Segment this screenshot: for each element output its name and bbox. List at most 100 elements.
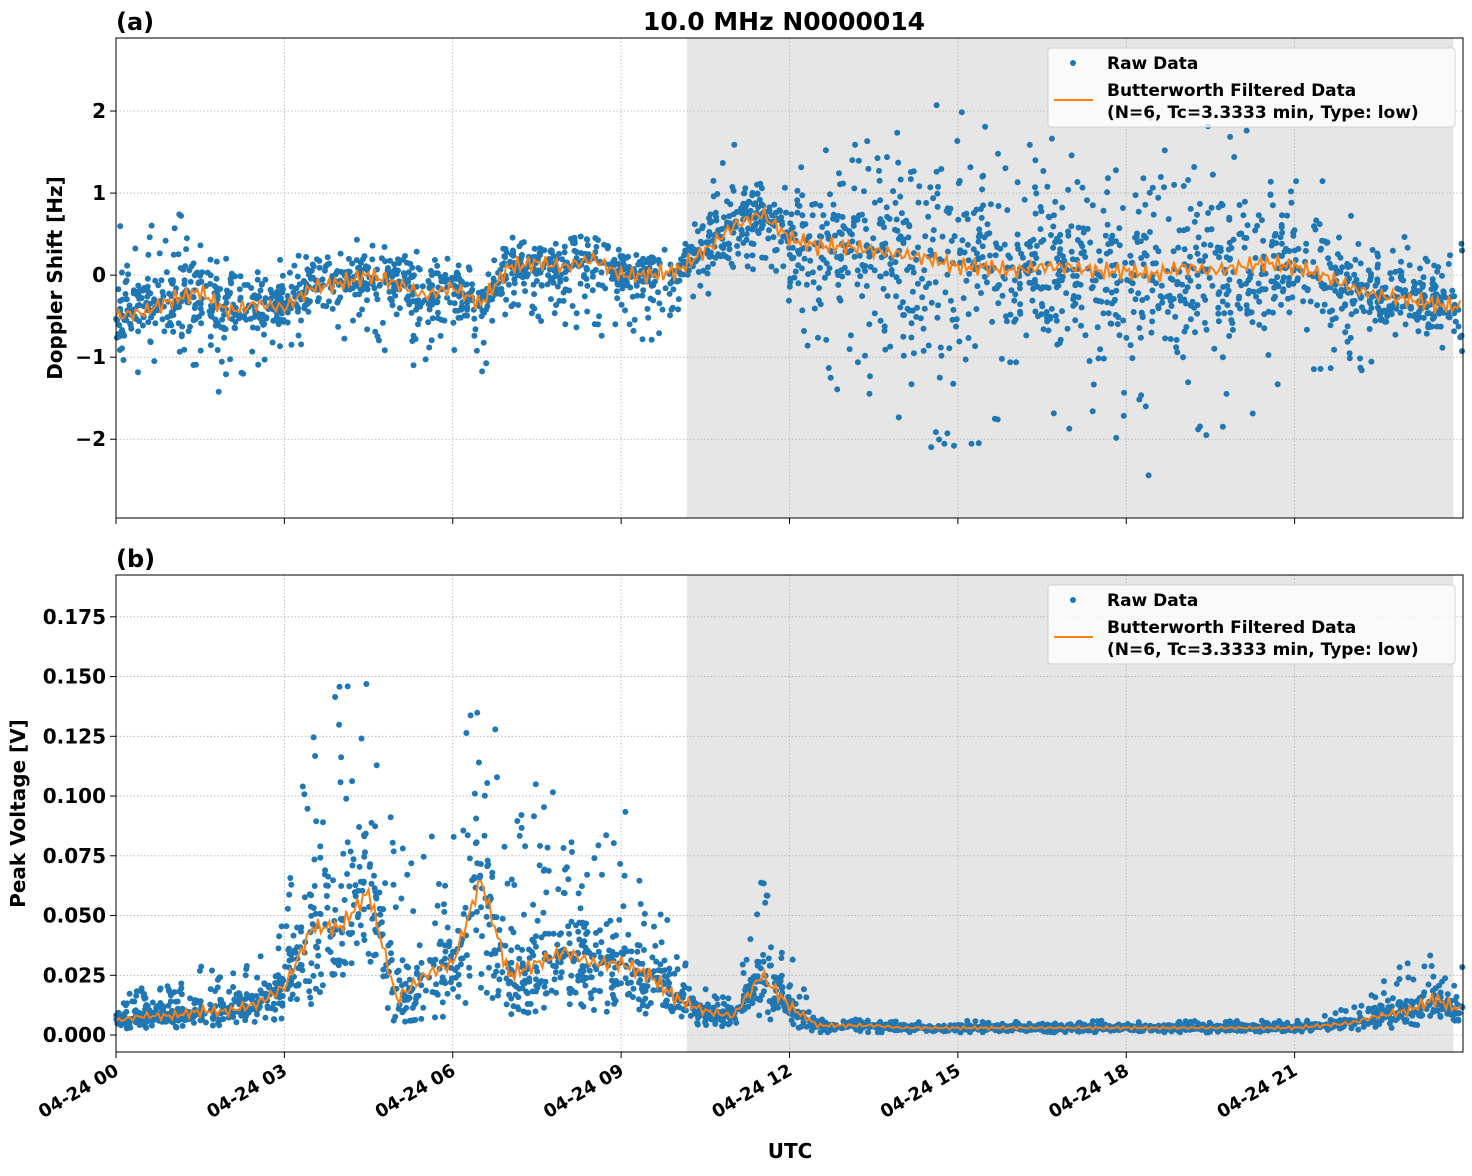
raw-point <box>320 303 326 309</box>
raw-point <box>1420 993 1426 999</box>
raw-point <box>894 228 900 234</box>
raw-point <box>537 843 543 849</box>
raw-point <box>747 936 753 942</box>
raw-point <box>313 944 319 950</box>
raw-point <box>438 333 444 339</box>
raw-point <box>436 881 442 887</box>
raw-point <box>451 834 457 840</box>
raw-point <box>1117 332 1123 338</box>
raw-point <box>1261 325 1267 331</box>
raw-point <box>613 998 619 1004</box>
raw-point <box>974 283 980 289</box>
raw-point <box>124 1025 130 1031</box>
raw-point <box>279 289 285 295</box>
raw-point <box>298 318 304 324</box>
raw-point <box>502 312 508 318</box>
raw-point <box>403 981 409 987</box>
raw-point <box>1017 281 1023 287</box>
raw-point <box>1131 309 1137 315</box>
raw-point <box>638 901 644 907</box>
raw-point <box>796 251 802 257</box>
raw-point <box>1434 269 1440 275</box>
raw-point <box>434 263 440 269</box>
raw-point <box>950 317 956 323</box>
raw-point <box>1384 313 1390 319</box>
raw-point <box>533 976 539 982</box>
raw-point <box>1327 309 1333 315</box>
raw-point <box>380 320 386 326</box>
raw-point <box>696 269 702 275</box>
raw-point <box>651 924 657 930</box>
raw-point <box>125 271 131 277</box>
raw-point <box>159 277 165 283</box>
raw-point <box>652 943 658 949</box>
raw-point <box>1065 326 1071 332</box>
raw-point <box>634 959 640 965</box>
raw-point <box>467 267 473 273</box>
raw-point <box>1138 335 1144 341</box>
raw-point <box>996 203 1002 209</box>
raw-point <box>631 328 637 334</box>
raw-point <box>812 306 818 312</box>
raw-point <box>1149 287 1155 293</box>
raw-point <box>352 882 358 888</box>
raw-point <box>191 362 197 368</box>
raw-point <box>967 164 973 170</box>
raw-point <box>725 995 731 1001</box>
raw-point <box>820 212 826 218</box>
raw-point <box>215 347 221 353</box>
raw-point <box>1250 319 1256 325</box>
raw-point <box>326 298 332 304</box>
raw-point <box>584 283 590 289</box>
raw-point <box>114 335 120 341</box>
raw-point <box>802 256 808 262</box>
raw-point <box>296 333 302 339</box>
raw-point <box>1452 1018 1458 1024</box>
y-tick-label: 1 <box>92 181 106 205</box>
raw-point <box>432 257 438 263</box>
raw-point <box>915 281 921 287</box>
raw-point <box>1322 302 1328 308</box>
raw-point <box>794 197 800 203</box>
raw-point <box>633 252 639 258</box>
raw-point <box>435 310 441 316</box>
raw-point <box>1338 269 1344 275</box>
raw-point <box>221 335 227 341</box>
raw-point <box>176 211 182 217</box>
raw-point <box>881 286 887 292</box>
raw-point <box>865 1029 871 1035</box>
raw-point <box>714 996 720 1002</box>
raw-point <box>1426 310 1432 316</box>
raw-point <box>921 267 927 273</box>
raw-point <box>604 921 610 927</box>
raw-point <box>229 274 235 280</box>
raw-point <box>1007 359 1013 365</box>
raw-point <box>934 191 940 197</box>
raw-point <box>726 255 732 261</box>
raw-point <box>1416 1013 1422 1019</box>
raw-point <box>230 984 236 990</box>
raw-point <box>188 279 194 285</box>
raw-point <box>995 151 1001 157</box>
raw-point <box>748 240 754 246</box>
raw-point <box>922 306 928 312</box>
raw-point <box>1014 242 1020 248</box>
raw-point <box>166 988 172 994</box>
raw-point <box>754 959 760 965</box>
raw-point <box>1202 320 1208 326</box>
raw-point <box>741 190 747 196</box>
raw-point <box>124 263 130 269</box>
raw-point <box>767 998 773 1004</box>
raw-point <box>1374 251 1380 257</box>
raw-point <box>1108 240 1114 246</box>
raw-point <box>308 276 314 282</box>
raw-point <box>1165 309 1171 315</box>
raw-point <box>1091 382 1097 388</box>
raw-point <box>530 952 536 958</box>
raw-point <box>194 270 200 276</box>
raw-point <box>1113 167 1119 173</box>
raw-point <box>640 336 646 342</box>
raw-point <box>930 195 936 201</box>
raw-point <box>930 237 936 243</box>
